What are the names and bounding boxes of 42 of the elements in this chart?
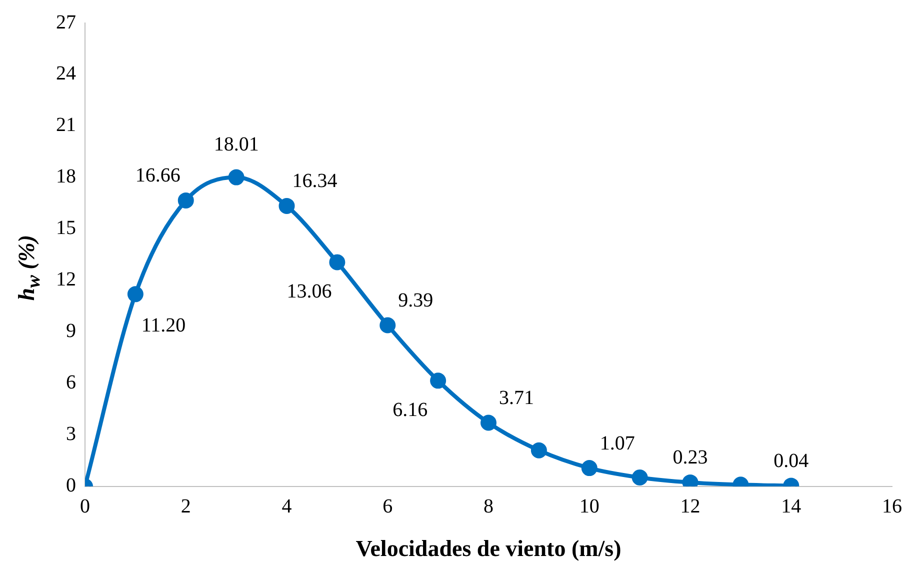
data-label: 1.07 — [600, 432, 635, 454]
point — [530, 442, 547, 458]
y-tick-label: 15 — [56, 217, 76, 240]
point — [127, 286, 144, 302]
y-tick-label: 9 — [66, 320, 76, 342]
point — [581, 460, 598, 476]
y-tick-label: 27 — [56, 11, 76, 34]
point — [178, 192, 194, 208]
data-label: 13.06 — [286, 280, 332, 302]
data-label: 9.39 — [398, 289, 434, 312]
point — [380, 317, 396, 334]
x-tick-label: 0 — [80, 496, 90, 518]
data-label: 18.01 — [214, 134, 259, 156]
data-label: 16.66 — [135, 164, 180, 187]
point — [329, 254, 346, 270]
data-label: 11.20 — [141, 314, 186, 336]
data-label: 3.71 — [499, 386, 534, 409]
data-label: 16.34 — [292, 170, 338, 192]
x-axis-title: Velocidades de viento (m/s) — [356, 536, 622, 562]
y-tick-label: 18 — [56, 166, 76, 188]
y-tick-label: 21 — [56, 114, 76, 136]
y-tick-label: 24 — [56, 62, 76, 85]
data-label: 0.23 — [672, 446, 708, 469]
x-tick-label: 12 — [680, 496, 700, 518]
y-tick-label: 6 — [66, 372, 76, 394]
x-tick-label: 14 — [781, 496, 802, 518]
x-tick-label: 8 — [484, 496, 494, 518]
y-tick-label: 12 — [56, 268, 76, 291]
point — [430, 372, 446, 389]
point — [278, 198, 295, 214]
point — [632, 469, 648, 486]
x-tick-label: 6 — [382, 496, 393, 518]
y-tick-label: 0 — [66, 474, 76, 497]
point — [480, 414, 496, 431]
x-tick-label: 10 — [579, 496, 600, 518]
point — [228, 169, 244, 186]
x-tick-label: 2 — [180, 496, 191, 518]
data-label: 0.04 — [774, 450, 809, 472]
x-tick-label: 4 — [282, 496, 292, 518]
x-tick-label: 16 — [882, 496, 902, 518]
y-tick-label: 3 — [66, 423, 76, 446]
data-label: 6.16 — [392, 398, 428, 421]
